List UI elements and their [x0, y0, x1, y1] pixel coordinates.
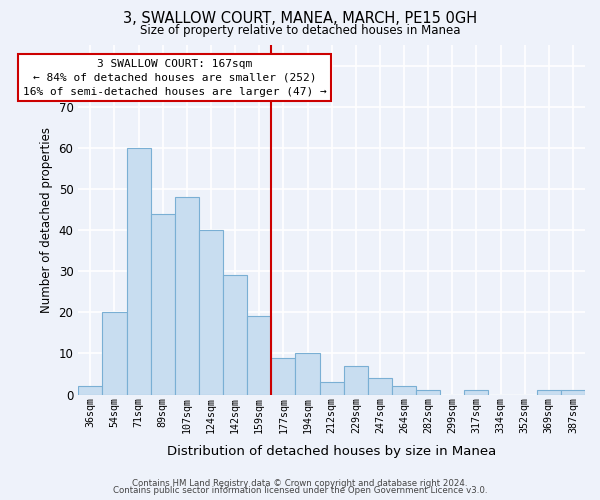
Bar: [223, 276, 247, 394]
Bar: [561, 390, 585, 394]
Bar: [368, 378, 392, 394]
Bar: [320, 382, 344, 394]
Bar: [127, 148, 151, 394]
Text: Contains HM Land Registry data © Crown copyright and database right 2024.: Contains HM Land Registry data © Crown c…: [132, 478, 468, 488]
Bar: [537, 390, 561, 394]
Text: 3, SWALLOW COURT, MANEA, MARCH, PE15 0GH: 3, SWALLOW COURT, MANEA, MARCH, PE15 0GH: [123, 11, 477, 26]
X-axis label: Distribution of detached houses by size in Manea: Distribution of detached houses by size …: [167, 444, 496, 458]
Bar: [464, 390, 488, 394]
Bar: [247, 316, 271, 394]
Bar: [79, 386, 103, 394]
Bar: [271, 358, 295, 395]
Bar: [175, 197, 199, 394]
Bar: [416, 390, 440, 394]
Text: Contains public sector information licensed under the Open Government Licence v3: Contains public sector information licen…: [113, 486, 487, 495]
Y-axis label: Number of detached properties: Number of detached properties: [40, 127, 53, 313]
Text: Size of property relative to detached houses in Manea: Size of property relative to detached ho…: [140, 24, 460, 37]
Bar: [392, 386, 416, 394]
Bar: [151, 214, 175, 394]
Bar: [103, 312, 127, 394]
Bar: [199, 230, 223, 394]
Bar: [295, 354, 320, 395]
Text: 3 SWALLOW COURT: 167sqm
← 84% of detached houses are smaller (252)
16% of semi-d: 3 SWALLOW COURT: 167sqm ← 84% of detache…: [23, 59, 326, 97]
Bar: [344, 366, 368, 394]
